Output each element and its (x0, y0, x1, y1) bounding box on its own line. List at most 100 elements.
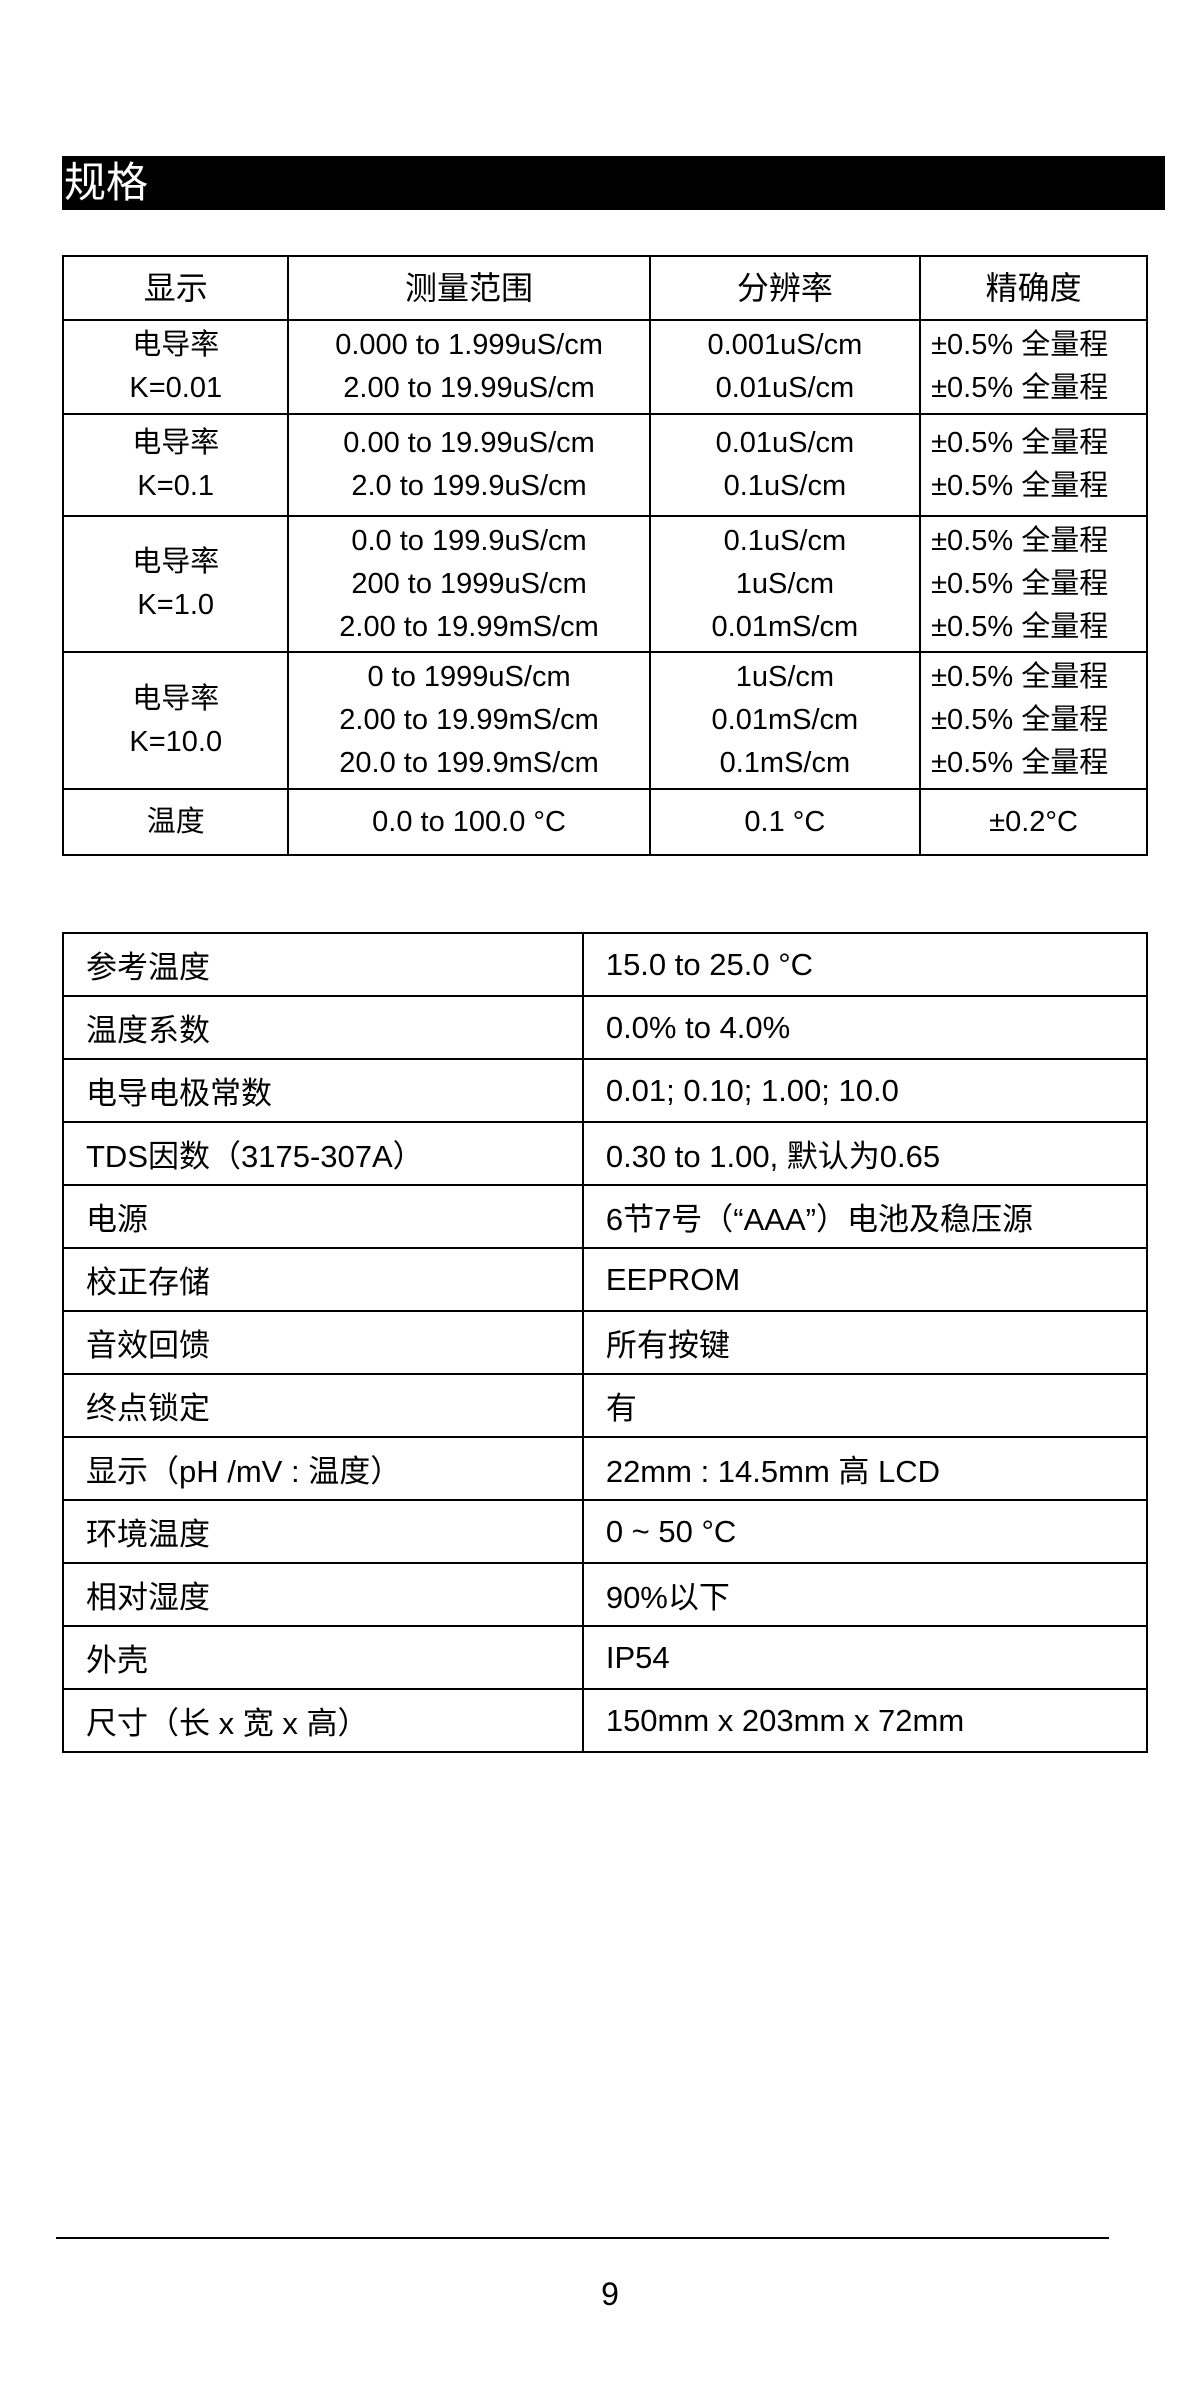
property-value: 6节7号（“AAA”）电池及稳压源 (581, 1184, 1149, 1249)
range-text: 2.00 to 19.99mS/cm (339, 610, 599, 643)
range-text: 0.00 to 19.99uS/cm (343, 427, 595, 459)
resolution-cell: 0.1uS/cm 1uS/cm 0.01mS/cm (648, 515, 922, 653)
resolution-text: 0.1mS/cm (719, 747, 851, 779)
property-row: 显示（pH /mV : 温度） 22mm : 14.5mm 高 LCD (62, 1436, 1149, 1501)
property-label: 电源 (62, 1184, 584, 1249)
property-value: 所有按键 (581, 1310, 1149, 1375)
accuracy-cell: ±0.5% 全量程 ±0.5% 全量程 ±0.5% 全量程 (919, 515, 1148, 653)
resolution-cell: 0.1 °C (648, 788, 922, 856)
display-text: K=0.1 (137, 470, 215, 502)
display-text: 温度 (146, 805, 205, 838)
display-text: K=1.0 (137, 589, 215, 621)
range-text: 2.0 to 199.9uS/cm (351, 470, 587, 502)
resolution-text: 1uS/cm (735, 661, 835, 693)
column-header: 精确度 (919, 255, 1148, 321)
property-label: 参考温度 (62, 932, 584, 997)
property-row: 外壳 IP54 (62, 1625, 1149, 1690)
property-label: 音效回馈 (62, 1310, 584, 1375)
resolution-text: 0.01uS/cm (715, 372, 855, 404)
accuracy-text: ±0.5% 全量程 (931, 470, 1109, 502)
property-value: 90%以下 (581, 1562, 1149, 1627)
accuracy-text: ±0.2°C (989, 805, 1078, 838)
resolution-text: 1uS/cm (735, 567, 835, 600)
display-cell: 温度 (61, 788, 290, 856)
footer-divider (56, 2237, 1109, 2239)
display-cell: 电导率 K=1.0 (61, 515, 290, 653)
range-cell: 0.00 to 19.99uS/cm 2.0 to 199.9uS/cm (287, 413, 651, 517)
accuracy-text: ±0.5% 全量程 (931, 610, 1109, 643)
page-number: 9 (601, 2276, 619, 2312)
accuracy-text: ±0.5% 全量程 (931, 704, 1109, 736)
accuracy-cell: ±0.5% 全量程 ±0.5% 全量程 (919, 319, 1148, 415)
properties-table: 参考温度 15.0 to 25.0 °C 温度系数 0.0% to 4.0% 电导电极常… (62, 932, 1149, 1753)
table-row: 温度 0.0 to 100.0 °C 0.1 °C ±0.2°C (61, 788, 1148, 856)
accuracy-text: ±0.5% 全量程 (931, 427, 1109, 459)
property-row: 尺寸（长 x 宽 x 高） 150mm x 203mm x 72mm (62, 1688, 1149, 1753)
property-label: 电导电极常数 (62, 1058, 584, 1123)
range-cell: 0 to 1999uS/cm 2.00 to 19.99mS/cm 20.0 to … (287, 651, 651, 790)
resolution-text: 0.01mS/cm (711, 610, 859, 643)
property-value: 22mm : 14.5mm 高 LCD (581, 1436, 1149, 1501)
accuracy-text: ±0.5% 全量程 (931, 661, 1109, 693)
header-row: 显示 测量范围 分辨率 精确度 (61, 255, 1148, 321)
range-text: 0.0 to 100.0 °C (372, 805, 566, 838)
resolution-text: 0.1uS/cm (723, 524, 847, 557)
property-row: 音效回馈 所有按键 (62, 1310, 1149, 1375)
resolution-cell: 0.01uS/cm 0.1uS/cm (648, 413, 922, 517)
property-value: 0.0% to 4.0% (581, 995, 1149, 1060)
property-row: 终点锁定有 (62, 1373, 1149, 1438)
accuracy-text: ±0.5% 全量程 (931, 747, 1109, 779)
property-value: 0.01; 0.10; 1.00; 10.0 (581, 1058, 1149, 1123)
range-text: 0.0 to 199.9uS/cm (351, 524, 587, 557)
range-text: 2.00 to 19.99uS/cm (343, 372, 595, 404)
range-cell: 0.000 to 1.999uS/cm 2.00 to 19.99uS/cm (287, 319, 651, 415)
accuracy-cell: ±0.2°C (919, 788, 1148, 856)
table-row: 电导率 K=0.1 0.00 to 19.99uS/cm 2.0 to 199.9uS… (61, 413, 1148, 517)
accuracy-cell: ±0.5% 全量程 ±0.5% 全量程 ±0.5% 全量程 (919, 651, 1148, 790)
accuracy-cell: ±0.5% 全量程 ±0.5% 全量程 (919, 413, 1148, 517)
resolution-text: 0.01uS/cm (715, 427, 855, 459)
display-text: 电导率 (132, 682, 220, 715)
column-header: 分辨率 (648, 255, 922, 321)
table-row: 电导率 K=0.01 0.000 to 1.999uS/cm 2.00 to 19.9… (61, 319, 1148, 415)
table-row: 电导率 K=10.0 0 to 1999uS/cm 2.00 to 19.99mS/c… (61, 651, 1148, 790)
column-header: 显示 (61, 255, 290, 321)
property-value: 0.30 to 1.00, 默认为0.65 (581, 1121, 1149, 1186)
property-value: 0 ~ 50 °C (581, 1499, 1149, 1564)
spec-table: 显示 测量范围 分辨率 精确度电导率 K=0.01 0.000 to 1.999uS/cm… (61, 255, 1148, 856)
property-row: TDS因数（3175-307A） 0.30 to 1.00, 默认为0.65 (62, 1121, 1149, 1186)
display-cell: 电导率 K=0.01 (61, 319, 290, 415)
property-row: 电导电极常数 0.01; 0.10; 1.00; 10.0 (62, 1058, 1149, 1123)
property-value: 15.0 to 25.0 °C (581, 932, 1149, 997)
range-text: 20.0 to 199.9mS/cm (339, 747, 599, 779)
resolution-text: 0.1 °C (744, 805, 826, 838)
property-label: 环境温度 (62, 1499, 584, 1564)
range-text: 200 to 1999uS/cm (351, 567, 587, 600)
property-value: EEPROM (581, 1247, 1149, 1312)
accuracy-text: ±0.5% 全量程 (931, 524, 1109, 557)
range-text: 0 to 1999uS/cm (367, 661, 571, 693)
display-cell: 电导率 K=0.1 (61, 413, 290, 517)
table-row: 电导率 K=1.0 0.0 to 199.9uS/cm 200 to 1999uS/c… (61, 515, 1148, 653)
accuracy-text: ±0.5% 全量程 (931, 329, 1109, 361)
display-text: K=0.01 (129, 372, 223, 404)
resolution-cell: 1uS/cm 0.01mS/cm 0.1mS/cm (648, 651, 922, 790)
resolution-text: 0.1uS/cm (723, 470, 847, 502)
property-row: 温度系数 0.0% to 4.0% (62, 995, 1149, 1060)
display-cell: 电导率 K=10.0 (61, 651, 290, 790)
property-label: 显示（pH /mV : 温度） (62, 1436, 584, 1501)
property-label: 尺寸（长 x 宽 x 高） (62, 1688, 584, 1753)
display-text: 电导率 (132, 329, 220, 361)
property-label: 外壳 (62, 1625, 584, 1690)
property-row: 参考温度 15.0 to 25.0 °C (62, 932, 1149, 997)
property-label: 相对湿度 (62, 1562, 584, 1627)
property-label: TDS因数（3175-307A） (62, 1121, 584, 1186)
property-label: 校正存储 (62, 1247, 584, 1312)
property-row: 相对湿度 90%以下 (62, 1562, 1149, 1627)
property-value: 有 (581, 1373, 1149, 1438)
property-row: 环境温度 0 ~ 50 °C (62, 1499, 1149, 1564)
property-value: 150mm x 203mm x 72mm (581, 1688, 1149, 1753)
property-row: 校正存储 EEPROM (62, 1247, 1149, 1312)
range-cell: 0.0 to 100.0 °C (287, 788, 651, 856)
property-value: IP54 (581, 1625, 1149, 1690)
